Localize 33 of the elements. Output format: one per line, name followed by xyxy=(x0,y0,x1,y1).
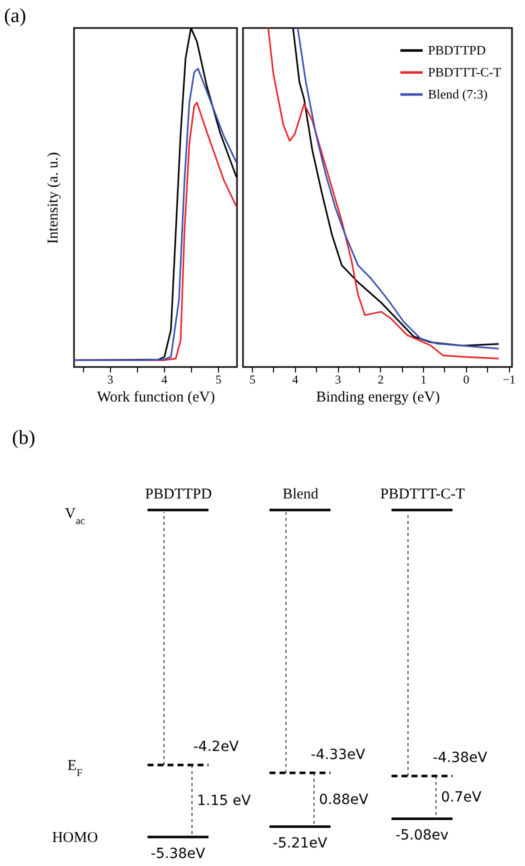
legend-label: HOMO xyxy=(52,830,98,846)
legend-label: PBDTTPD xyxy=(428,42,486,58)
legend-label: PBDTTT-C-T xyxy=(428,64,502,80)
x-tick-label: 5 xyxy=(249,372,256,386)
data-label: -5.08ev xyxy=(395,828,449,844)
data-label: -4.38eV xyxy=(432,750,488,766)
x-tick-label: 1 xyxy=(420,372,427,386)
data-label: -4.33eV xyxy=(310,746,366,763)
x-tick-label: 4 xyxy=(292,372,298,386)
x-tick-label: 2 xyxy=(378,372,384,386)
x-tick-label: −1 xyxy=(502,372,516,386)
x-tick-label: 3 xyxy=(335,372,342,386)
category-label: PBDTTPD xyxy=(145,486,212,502)
legend-label: E$_{F}$ xyxy=(67,758,83,778)
text: V$_{ac}$ xyxy=(64,506,86,526)
x-tick-label: 0 xyxy=(463,372,470,386)
data-label: -5.21eV xyxy=(272,836,328,852)
legend-label: Blend (7:3) xyxy=(428,86,488,102)
x-axis-title: Binding energy (eV) xyxy=(316,390,440,406)
x-axis-title: Work function (eV) xyxy=(97,390,215,406)
text: 1.15 eV xyxy=(197,793,252,809)
x-tick-label: 5 xyxy=(216,372,222,386)
x-tick-label: 3 xyxy=(107,372,114,386)
data-label: -4.2eV xyxy=(193,739,240,755)
text: 0.7eV xyxy=(441,789,482,806)
category-label: Blend xyxy=(282,486,319,502)
text: (b) xyxy=(12,427,36,449)
category-label: PBDTTT-C-T xyxy=(380,486,465,502)
text: 0.88eV xyxy=(319,792,369,808)
chart-title: (a) xyxy=(4,5,26,27)
y-axis-title: Intensity (a. u.) xyxy=(46,152,62,244)
data-label: -5.38eV xyxy=(150,846,206,862)
x-tick-label: 4 xyxy=(161,372,168,386)
